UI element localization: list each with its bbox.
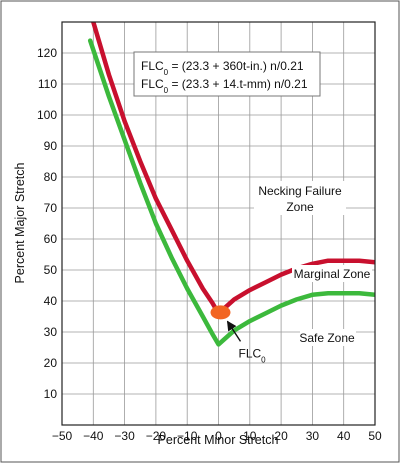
x-tick-label: −40 [83,429,104,443]
y-tick-label: 30 [44,325,58,339]
x-tick-label: 30 [306,429,320,443]
plot-border [61,21,376,426]
formula-box: FLC0 = (23.3 + 360t-in.) n/0.21 FLC0 = (… [133,51,321,97]
x-tick-label: −50 [52,429,73,443]
x-tick-label: 20 [274,429,288,443]
y-tick-label: 60 [44,232,58,246]
y-axis-title: Percent Major Stretch [13,163,27,284]
x-tick-label: 50 [368,429,382,443]
y-tick-label: 90 [44,139,58,153]
formula-line-1: FLC0 = (23.3 + 360t-in.) n/0.21 [141,59,304,77]
x-tick-label: −10 [177,429,198,443]
safe-label-bg [300,329,356,346]
y-tick-label: 20 [44,356,58,370]
zone-label-marginal: Marginal Zone [294,267,371,281]
marginal-label-bg [292,265,372,282]
y-tick-label: 70 [44,201,58,215]
y-tick-label: 80 [44,170,58,184]
x-tick-label: 0 [215,429,222,443]
zone-label-necking-1: Necking Failure [258,184,342,198]
zone-label-necking-2: Zone [286,200,314,214]
gridlines [62,22,375,425]
x-tick-label: 40 [337,429,351,443]
necking-label-bg [254,181,346,215]
y-tick-label: 110 [38,77,57,91]
flc0-arrow [226,320,242,342]
y-tick-label: 40 [44,294,58,308]
flc0-point [210,305,231,320]
x-axis-title: Percent Minor Stretch [158,433,279,447]
y-tick-label: 10 [44,387,58,401]
y-tick-label: 100 [37,108,57,122]
x-tick-label: −20 [146,429,167,443]
tick-labels: −50 −40 −30 −20 −10 0 10 20 30 40 50 10 20 30 40 50 60 70… [37,46,382,443]
safe-limit-curve [87,38,375,347]
y-tick-label: 120 [37,46,57,60]
formula-line-2: FLC0 = (23.3 + 14.t-mm) n/0.21 [141,77,308,95]
x-tick-label: 10 [243,429,257,443]
series-lines [87,22,375,347]
flc0-label: FLC0 [239,346,267,364]
zone-label-safe: Safe Zone [299,331,355,345]
x-tick-label: −30 [114,429,135,443]
marginal-limit-curve [91,22,375,316]
y-tick-label: 50 [44,263,58,277]
